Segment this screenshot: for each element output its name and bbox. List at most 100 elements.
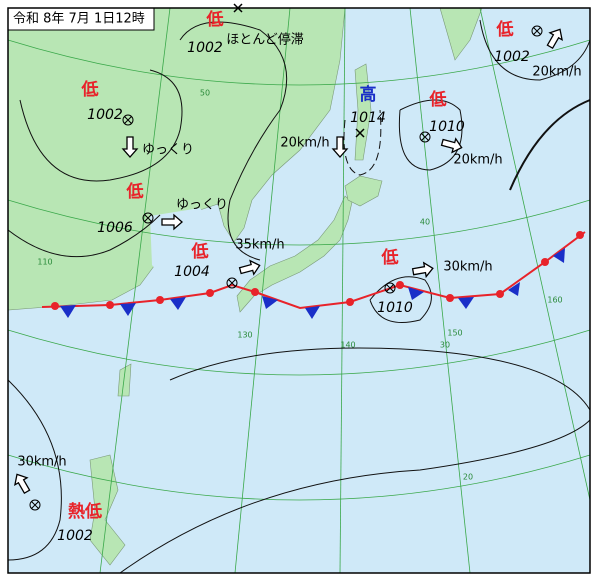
system-label: 低	[81, 79, 99, 100]
front-mark	[346, 298, 354, 306]
motion-arrow	[14, 473, 31, 495]
longitude-label: 130	[237, 331, 252, 340]
yellow-sea	[150, 208, 218, 290]
asia-mainland	[7, 7, 346, 311]
front-mark	[251, 288, 259, 296]
isobar	[179, 21, 288, 261]
motion-arrow	[411, 261, 434, 279]
front-mark	[170, 297, 186, 310]
isobar	[343, 109, 382, 176]
isobar	[369, 276, 432, 323]
motion-arrow	[440, 137, 463, 154]
motion-arrow	[121, 136, 139, 158]
system-label: 高	[360, 84, 377, 105]
motion: ほとんど停滞	[226, 33, 304, 48]
hokkaido	[344, 175, 383, 207]
pressure: 1010	[377, 300, 413, 316]
lon-line	[339, 7, 346, 574]
isobar	[398, 99, 463, 171]
latitude-label: 40	[420, 218, 430, 227]
center-symbol	[355, 128, 365, 138]
sakhalin	[354, 63, 372, 161]
latitude-label: 50	[200, 89, 210, 98]
taiwan	[117, 363, 132, 397]
isobar	[479, 19, 591, 81]
warm-marks	[51, 231, 584, 310]
center-symbol	[144, 214, 152, 222]
center-symbol	[31, 501, 39, 509]
system-label: 低	[126, 181, 144, 202]
lat-line	[7, 199, 591, 246]
front-mark	[576, 231, 584, 239]
center-symbol	[226, 277, 238, 289]
longitude-label: 160	[547, 296, 562, 305]
front-mark	[120, 303, 136, 316]
cold-marks	[60, 248, 565, 319]
center-symbol	[124, 116, 132, 124]
motion: 30km/h	[443, 260, 492, 275]
front-mark	[408, 287, 424, 300]
frame	[7, 7, 591, 574]
longitude-label: 110	[37, 258, 52, 267]
pressure: 1004	[174, 264, 210, 280]
latitude-label: 30	[440, 341, 450, 350]
pressure: 1006	[97, 220, 133, 236]
graticule	[7, 7, 591, 574]
front-mark	[51, 302, 59, 310]
motion: ゆっくり	[176, 198, 228, 213]
front-mark	[262, 296, 278, 309]
front-mark	[541, 258, 549, 266]
pressure: 1014	[350, 110, 386, 126]
front-mark	[496, 290, 504, 298]
map-title: 令和 8年 7月 1日12時	[13, 12, 145, 27]
front-mark	[156, 296, 164, 304]
motion-arrow	[546, 28, 563, 50]
isobar	[169, 347, 591, 411]
center-symbol	[533, 27, 541, 35]
motion-arrow	[331, 136, 349, 158]
front-mark	[206, 289, 214, 297]
front-mark	[446, 294, 454, 302]
isobars	[7, 19, 591, 574]
motion-arrow	[161, 213, 183, 231]
system-label: 低	[496, 19, 514, 40]
pressure: 1002	[57, 528, 93, 544]
system-label: 低	[429, 89, 447, 110]
system-label: 低	[381, 247, 399, 268]
longitude-label: 140	[340, 341, 355, 350]
center-symbol	[531, 25, 543, 37]
center-symbol	[228, 279, 236, 287]
system-label: 熱低	[68, 501, 102, 522]
latitude-label: 20	[463, 473, 473, 482]
front-mark	[396, 281, 404, 289]
motion: 20km/h	[532, 65, 581, 80]
isobar	[7, 379, 62, 561]
system-label: 低	[206, 9, 224, 30]
lat-line	[7, 329, 591, 376]
isobar	[119, 419, 591, 574]
isobar	[19, 69, 183, 182]
front-mark	[458, 297, 474, 309]
motion: 30km/h	[17, 455, 66, 470]
stationary-front	[41, 231, 586, 319]
front-mark	[508, 282, 520, 296]
center-symbol	[29, 499, 41, 511]
pressure: 1010	[429, 119, 465, 135]
front-mark	[305, 306, 320, 319]
center-symbol	[419, 131, 431, 143]
lat-line	[7, 39, 591, 86]
center-symbol	[386, 284, 394, 292]
motion: 35km/h	[235, 238, 284, 253]
longitude-label: 150	[447, 329, 462, 338]
center-symbol	[233, 3, 243, 13]
lon-line	[479, 7, 591, 501]
center-symbol	[384, 282, 396, 294]
system-label: 低	[191, 241, 209, 262]
center-symbol	[122, 114, 134, 126]
pressure: 1002	[494, 49, 530, 65]
lon-line	[234, 7, 291, 574]
pressure: 1002	[187, 40, 223, 56]
center-symbol	[421, 133, 429, 141]
pressure: 1002	[87, 107, 123, 123]
